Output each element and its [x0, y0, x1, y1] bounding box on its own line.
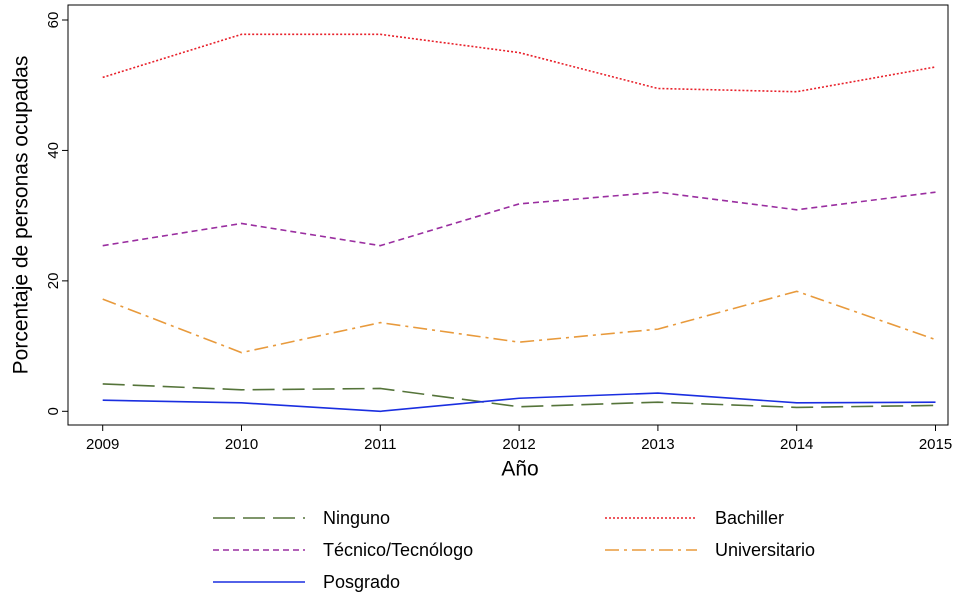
x-tick-label: 2009 — [86, 436, 119, 453]
series-line — [102, 33, 936, 93]
series-line — [102, 383, 936, 409]
x-tick-label: 2011 — [364, 436, 396, 453]
x-tick-label: 2010 — [225, 436, 258, 453]
series-line — [102, 191, 936, 247]
y-tick-label: 20 — [45, 273, 62, 290]
x-tick-label: 2015 — [919, 436, 952, 453]
y-tick-label: 40 — [45, 142, 62, 159]
x-tick-label: 2013 — [641, 436, 674, 453]
series-line — [102, 392, 936, 413]
y-tick-label: 0 — [45, 407, 62, 415]
legend-text: Ninguno — [323, 508, 390, 528]
x-tick-label: 2014 — [780, 436, 813, 453]
legend-text: Posgrado — [323, 572, 400, 592]
legend-text: Técnico/Tecnólogo — [323, 540, 473, 560]
plot-frame — [67, 4, 949, 426]
legend-text: Bachiller — [715, 508, 784, 528]
legend-text: Universitario — [715, 540, 815, 560]
x-axis-title: Año — [501, 458, 538, 481]
x-tick-label: 2012 — [502, 436, 535, 453]
y-tick-label: 60 — [45, 12, 62, 29]
y-axis-title: Porcentaje de personas ocupadas — [10, 56, 33, 375]
series-line — [102, 290, 936, 354]
